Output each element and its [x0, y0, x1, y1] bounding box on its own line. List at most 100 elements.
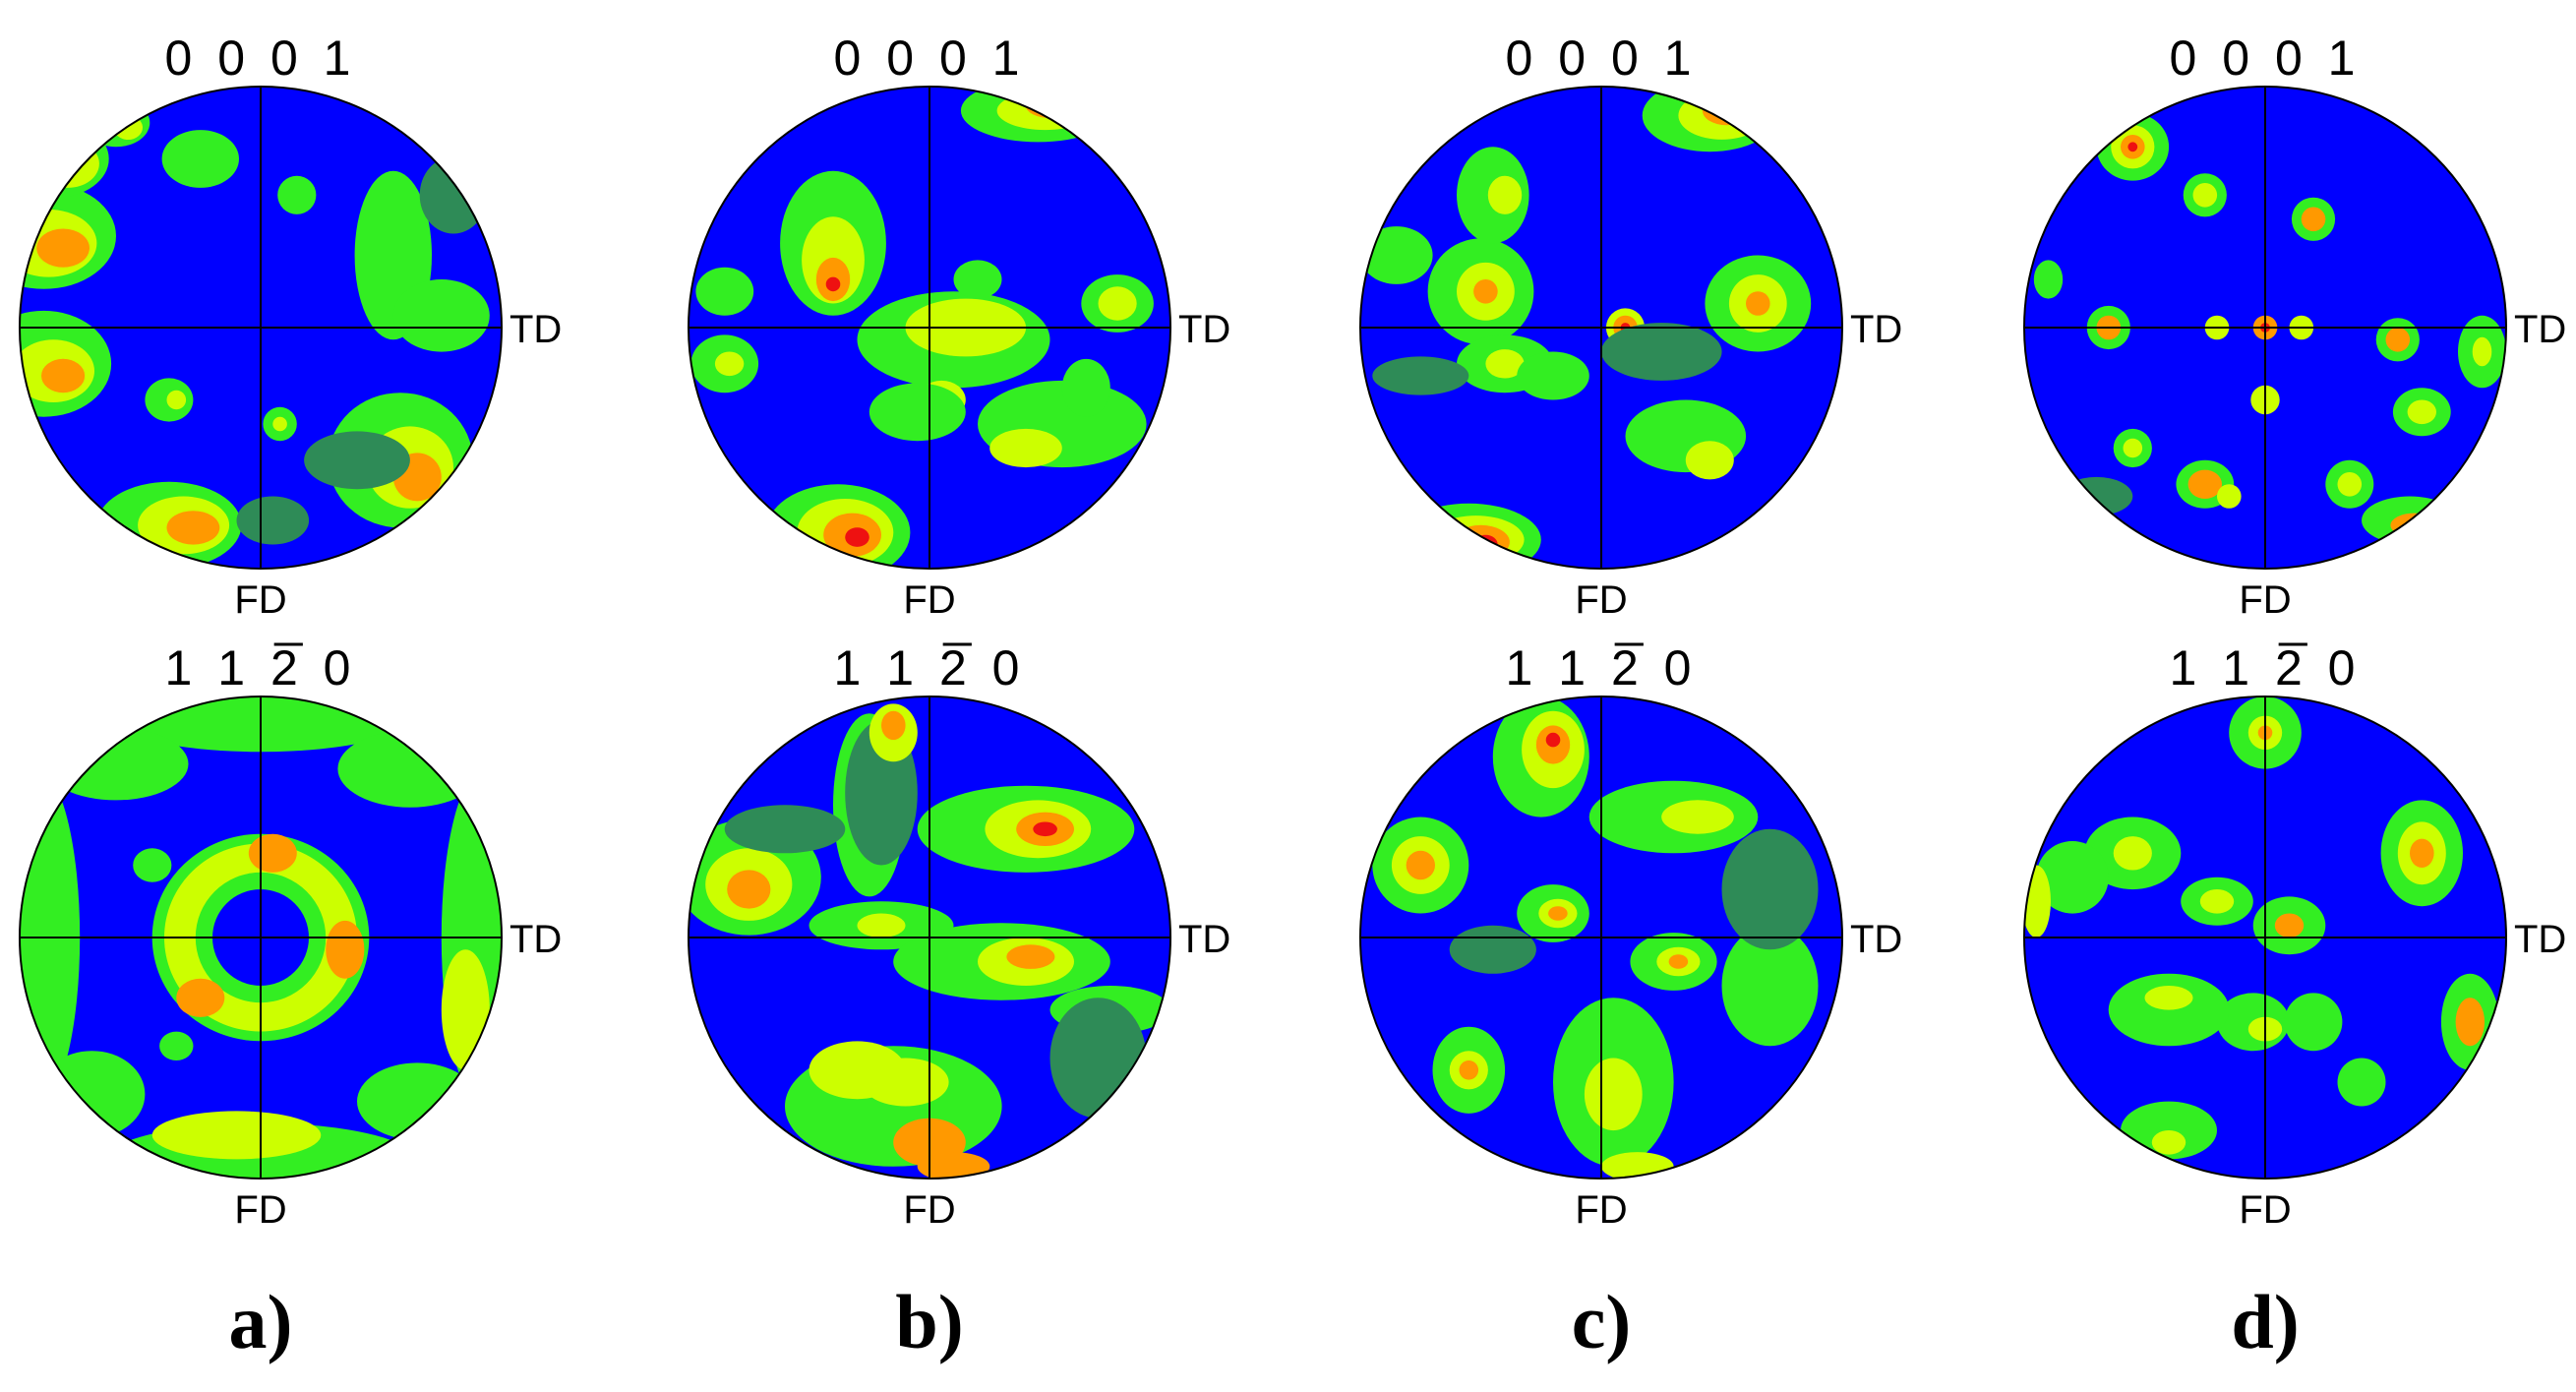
fd-label: FD	[2239, 578, 2291, 622]
contour-blob	[2410, 838, 2434, 868]
contour-blob	[1746, 291, 1770, 316]
panel-3: 0 0 0 1 TD FD 1 1 2 0 TD FD c)	[1359, 30, 1902, 1364]
td-label: TD	[1850, 918, 1902, 961]
fd-label: FD	[2239, 1188, 2291, 1232]
projection-circle	[2023, 86, 2507, 570]
contour-blob	[1661, 800, 1734, 834]
pole-figure-11-20: 1 1 2 0 TD FD	[1359, 640, 1902, 1232]
contour-blob	[1473, 279, 1498, 304]
contour-blob	[1584, 1058, 1643, 1131]
pole-figure-0001: 0 0 0 1 TD FD	[19, 30, 562, 622]
contour-blob	[176, 978, 225, 1017]
contour-blob	[857, 913, 906, 938]
plane-label: 1 1 2 0	[165, 640, 357, 696]
contour-blob	[2274, 913, 2305, 938]
projection-circle	[2023, 696, 2507, 1180]
contour-blob	[2036, 841, 2109, 914]
contour-blob	[41, 358, 86, 393]
contour-blob	[1026, 93, 1074, 118]
pole-figure-11-20: 1 1 2 0 TD FD	[19, 640, 562, 1232]
plane-label: 1 1 2 0	[1506, 640, 1698, 696]
panel-2: 0 0 0 1 TD FD 1 1 2 0 TD FD b)	[688, 30, 1230, 1364]
contour-blob	[881, 710, 906, 741]
contour-blob	[724, 805, 846, 854]
pole-figure-11-20: 1 1 2 0 TD FD	[2023, 640, 2566, 1232]
td-label: TD	[1178, 308, 1230, 351]
contour-blob	[36, 139, 99, 188]
contour-blob	[1545, 732, 1561, 748]
contour-blob	[989, 428, 1062, 468]
contour-blob	[166, 511, 220, 545]
intensity-contours	[689, 696, 1170, 1179]
contour-blob	[714, 351, 745, 377]
contour-blob	[845, 527, 869, 547]
contour-blob	[1487, 175, 1523, 214]
td-label: TD	[509, 918, 562, 961]
contour-blob	[1372, 356, 1469, 395]
contour-blob	[1517, 351, 1589, 400]
contour-blob	[43, 727, 189, 801]
contour-blob	[2455, 998, 2485, 1047]
contour-blob	[1721, 925, 1819, 1047]
contour-blob	[869, 383, 966, 442]
contour-blob	[2113, 836, 2152, 871]
contour-blob	[825, 276, 841, 292]
contour-blob	[1601, 323, 1722, 381]
contour-blob	[133, 848, 172, 882]
panel-letter: c)	[1572, 1279, 1632, 1364]
projection-circle	[19, 86, 503, 570]
contour-blob	[159, 1031, 194, 1061]
contour-blob	[2337, 1058, 2386, 1107]
contour-blob	[392, 279, 490, 352]
contour-blob	[1716, 103, 1742, 118]
contour-blob	[1061, 358, 1110, 417]
contour-blob	[2192, 183, 2218, 208]
projection-circle	[688, 696, 1171, 1180]
contour-blob	[917, 1152, 990, 1179]
contour-blob	[996, 91, 1094, 131]
contour-blob	[1006, 944, 1055, 969]
plane-label: 1 1 2 0	[834, 640, 1026, 696]
contour-blob	[2123, 438, 2143, 458]
pole-figure-11-20: 1 1 2 0 TD FD	[688, 640, 1230, 1232]
plane-label: 0 0 0 1	[1506, 30, 1698, 86]
contour-blob	[277, 175, 317, 214]
fd-label: FD	[1575, 1188, 1627, 1232]
td-label: TD	[2514, 918, 2566, 961]
fd-label: FD	[1575, 578, 1627, 622]
panel-letter: a)	[229, 1279, 293, 1364]
pole-figure-0001: 0 0 0 1 TD FD	[688, 30, 1230, 622]
contour-blob	[1668, 954, 1689, 969]
contour-blob	[2217, 484, 2242, 509]
contour-blob	[960, 87, 1115, 143]
contour-blob	[1449, 925, 1536, 974]
fd-label: FD	[903, 578, 955, 622]
contour-blob	[248, 833, 297, 873]
contour-blob	[2407, 399, 2436, 425]
contour-blob	[727, 870, 771, 909]
contour-blob	[862, 1058, 949, 1107]
projection-circle	[19, 696, 503, 1180]
contour-blob	[1459, 1060, 1479, 1080]
contour-blob	[2151, 1130, 2187, 1155]
td-label: TD	[1178, 918, 1230, 961]
contour-blob	[151, 1111, 322, 1160]
panel-1: 0 0 0 1 TD FD 1 1 2 0 TD FD a)	[19, 30, 562, 1364]
contour-blob	[36, 228, 90, 268]
pole-figure-0001: 0 0 0 1 TD FD	[1359, 30, 1902, 622]
contour-blob	[1685, 441, 1734, 480]
fd-label: FD	[903, 1188, 955, 1232]
contour-blob	[2301, 207, 2326, 232]
contour-blob	[337, 730, 483, 808]
contour-blob	[1548, 906, 1568, 921]
contour-blob	[1427, 515, 1525, 565]
contour-blob	[1721, 828, 1819, 950]
contour-blob	[2144, 986, 2193, 1010]
panel-letter: b)	[895, 1279, 963, 1364]
contour-blob	[2337, 472, 2363, 497]
contour-blob	[304, 431, 410, 490]
plane-label: 0 0 0 1	[165, 30, 357, 86]
panel-4: 0 0 0 1 TD FD 1 1 2 0 TD FD d)	[2023, 30, 2566, 1364]
contour-blob	[1452, 524, 1510, 560]
td-label: TD	[1850, 308, 1902, 351]
